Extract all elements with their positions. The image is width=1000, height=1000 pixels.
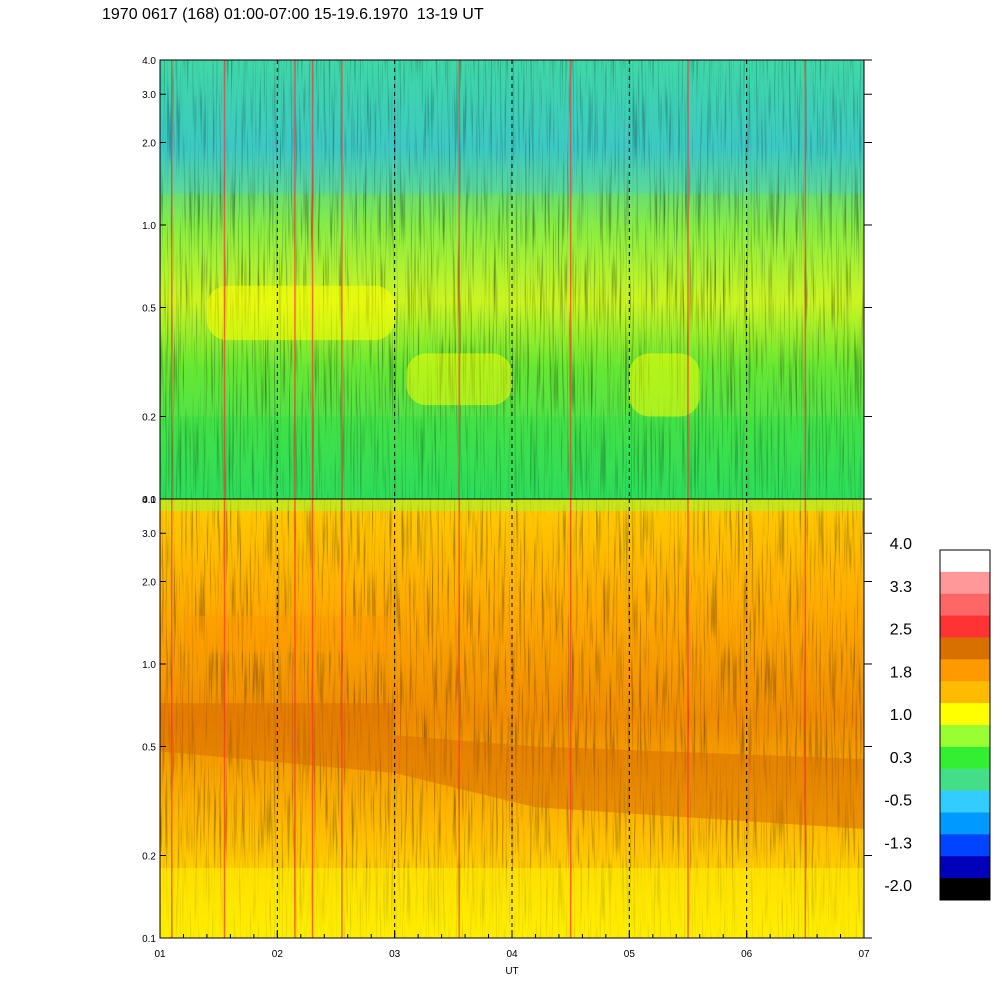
x-tick-label: 01	[154, 949, 166, 960]
y-tick-label: 1.0	[142, 660, 156, 671]
colorbar-swatch	[940, 593, 990, 617]
lower-orange-band	[183, 615, 395, 653]
x-tick-label: 02	[272, 949, 284, 960]
y-tick-label: 4.0	[142, 495, 156, 506]
x-axis-label: UT	[505, 966, 518, 977]
colorbar-swatch	[940, 637, 990, 660]
colorbar-label: -1.3	[884, 835, 912, 852]
y-tick-label: 4.0	[142, 56, 156, 67]
colorbar-swatch	[940, 790, 990, 813]
upper-yellow-band	[206, 285, 395, 341]
y-tick-label: 2.0	[142, 577, 156, 588]
colorbar-swatch	[940, 878, 990, 901]
y-tick-label: 0.1	[142, 495, 156, 506]
colorbar-label: 0.3	[890, 750, 912, 767]
colorbar-label: 3.3	[890, 579, 912, 596]
colorbar-swatch	[940, 659, 990, 682]
x-tick-label: 07	[858, 949, 870, 960]
colorbar-swatch	[940, 615, 990, 638]
colorbar-swatch	[940, 725, 990, 748]
colorbar-label: 1.8	[890, 664, 912, 681]
colorbar-swatch	[940, 746, 990, 770]
colorbar-swatch	[940, 571, 990, 595]
y-tick-label: 2.0	[142, 138, 156, 149]
y-tick-label: 0.5	[142, 742, 156, 753]
y-tick-label: 3.0	[142, 529, 156, 540]
colorbar-swatch	[940, 550, 990, 573]
colorbar-frame	[939, 549, 991, 901]
colorbar-label: -2.0	[884, 878, 912, 895]
chart-title: 1970 0617 (168) 01:00-07:00 15-19.6.1970…	[102, 6, 484, 23]
x-tick-label: 06	[741, 949, 753, 960]
colorbar-swatch	[940, 812, 990, 835]
y-tick-label: 0.2	[142, 413, 156, 424]
colorbar-label: -0.5	[884, 793, 912, 810]
y-tick-label: 0.5	[142, 303, 156, 314]
colorbar-label: 1.0	[890, 707, 912, 724]
colorbar-swatch	[940, 856, 990, 879]
colorbar-label: 4.0	[890, 536, 912, 553]
y-tick-label: 0.2	[142, 852, 156, 863]
colorbar-swatch	[940, 681, 990, 704]
colorbar-swatch	[940, 834, 990, 857]
upper-yellow-band	[629, 353, 700, 417]
y-tick-label: 3.0	[142, 90, 156, 101]
colorbar-swatch	[940, 703, 990, 726]
x-tick-label: 03	[389, 949, 401, 960]
y-tick-label: 1.0	[142, 221, 156, 232]
y-tick-label: 0.1	[142, 934, 156, 945]
x-tick-label: 05	[624, 949, 636, 960]
x-tick-label: 04	[506, 949, 518, 960]
colorbar-swatch	[940, 768, 990, 792]
colorbar-label: 2.5	[890, 622, 912, 639]
